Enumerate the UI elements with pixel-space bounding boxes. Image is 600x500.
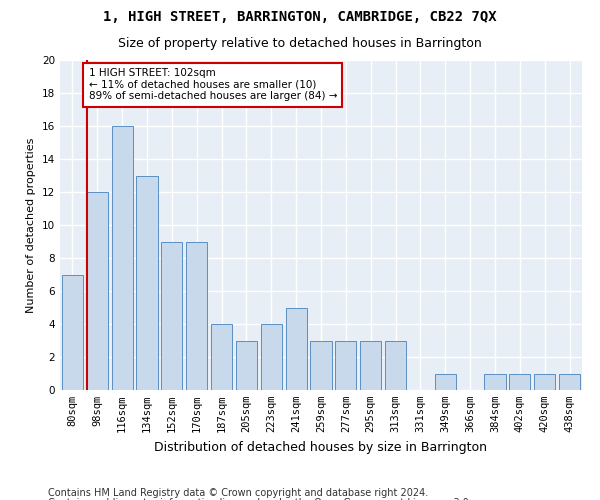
Text: 1 HIGH STREET: 102sqm
← 11% of detached houses are smaller (10)
89% of semi-deta: 1 HIGH STREET: 102sqm ← 11% of detached … [89,68,337,102]
Text: 1, HIGH STREET, BARRINGTON, CAMBRIDGE, CB22 7QX: 1, HIGH STREET, BARRINGTON, CAMBRIDGE, C… [103,10,497,24]
Bar [62,274,83,390]
Bar [286,308,307,390]
Text: Contains HM Land Registry data © Crown copyright and database right 2024.: Contains HM Land Registry data © Crown c… [48,488,428,498]
Bar [385,340,406,390]
Bar [211,324,232,390]
Text: Size of property relative to detached houses in Barrington: Size of property relative to detached ho… [118,38,482,51]
X-axis label: Distribution of detached houses by size in Barrington: Distribution of detached houses by size … [155,440,487,454]
Bar [261,324,282,390]
Bar [435,374,456,390]
Bar [87,192,108,390]
Bar [509,374,530,390]
Bar [484,374,506,390]
Bar [534,374,555,390]
Bar [559,374,580,390]
Bar [360,340,381,390]
Bar [310,340,332,390]
Bar [161,242,182,390]
Bar [186,242,207,390]
Y-axis label: Number of detached properties: Number of detached properties [26,138,37,312]
Bar [136,176,158,390]
Bar [236,340,257,390]
Text: Contains public sector information licensed under the Open Government Licence v3: Contains public sector information licen… [48,498,472,500]
Bar [335,340,356,390]
Bar [112,126,133,390]
